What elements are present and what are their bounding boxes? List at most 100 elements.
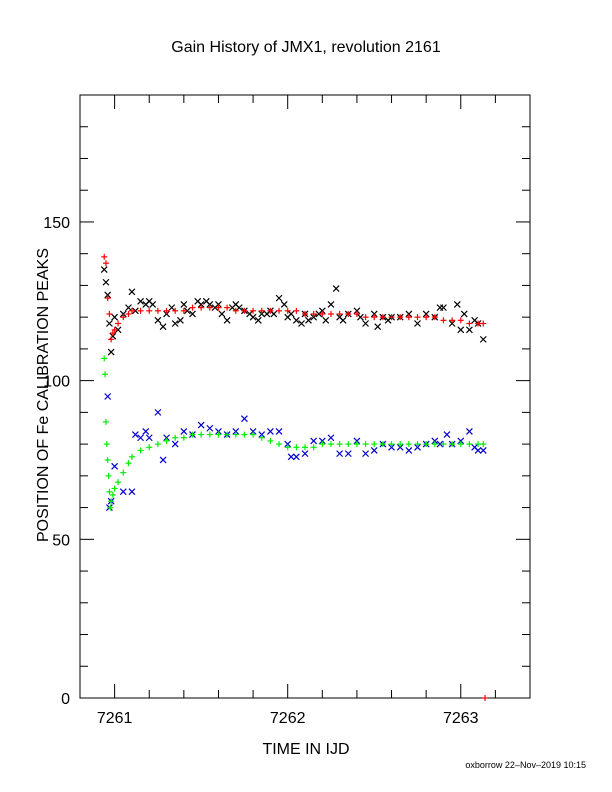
data-point (258, 307, 265, 314)
data-point (105, 472, 112, 479)
data-point (111, 485, 118, 492)
data-point (241, 431, 248, 438)
data-point (414, 320, 421, 327)
data-point (131, 307, 139, 315)
data-point (149, 301, 157, 308)
data-point (115, 479, 122, 486)
data-point (466, 320, 473, 327)
data-point (457, 326, 465, 334)
data-point (172, 307, 179, 314)
data-point (215, 427, 222, 435)
data-point (310, 437, 318, 445)
y-axis-label: POSITION OF Fe CALIBRATION PEAKS (35, 248, 52, 542)
data-point (258, 434, 265, 441)
data-point (176, 316, 184, 324)
data-point (284, 440, 292, 448)
data-point (163, 310, 170, 318)
data-point (301, 450, 309, 458)
data-point (284, 307, 291, 314)
data-point (104, 295, 111, 302)
data-point (102, 260, 109, 267)
data-point (405, 447, 413, 454)
data-point (267, 437, 274, 444)
data-point (215, 301, 222, 308)
data-point (388, 441, 395, 448)
data-point (276, 307, 283, 314)
data-point (318, 307, 326, 315)
data-point (453, 301, 461, 308)
y-tick-label: 0 (61, 691, 70, 708)
chart-title: Gain History of JMX1, revolution 2161 (171, 39, 441, 56)
data-point (206, 424, 214, 432)
data-point (414, 441, 421, 448)
data-point (108, 336, 115, 343)
data-point (250, 307, 257, 314)
data-point (232, 431, 239, 438)
data-point (479, 447, 487, 454)
data-point (180, 301, 188, 308)
data-point (258, 310, 266, 318)
data-point (154, 441, 161, 448)
data-point (171, 320, 179, 327)
data-point (292, 316, 300, 324)
data-point (119, 310, 127, 318)
data-point (206, 431, 213, 438)
data-point (362, 314, 369, 321)
series-3 (101, 355, 487, 511)
data-point (197, 421, 205, 429)
data-point (218, 310, 226, 318)
data-point (305, 316, 312, 324)
data-point (232, 307, 239, 314)
data-point (405, 314, 412, 321)
data-point (101, 253, 108, 260)
data-point (101, 355, 108, 362)
data-point (163, 437, 170, 444)
data-point (431, 441, 438, 448)
data-point (111, 313, 119, 321)
data-point (171, 440, 179, 448)
data-point (460, 310, 468, 318)
data-point (379, 314, 386, 321)
data-point (275, 294, 283, 302)
series-0 (100, 266, 487, 356)
data-point (111, 326, 118, 333)
data-point (146, 307, 153, 314)
data-point (327, 441, 334, 448)
tick-labels: 7261 7262 7263 0 50 100 150 (43, 215, 478, 727)
data-point (298, 320, 305, 327)
data-point (466, 441, 473, 448)
data-point (370, 310, 378, 318)
data-point (353, 437, 361, 445)
data-point (397, 441, 404, 448)
data-point (280, 301, 288, 308)
data-point (198, 304, 205, 311)
data-point (125, 304, 132, 312)
data-point (345, 310, 352, 317)
data-point (480, 441, 487, 448)
data-point (109, 491, 116, 498)
data-point (336, 450, 344, 458)
y-tick-label: 50 (52, 532, 70, 549)
data-point (131, 431, 139, 439)
data-point (240, 415, 248, 423)
data-point (163, 307, 170, 314)
data-point (137, 434, 145, 442)
data-point (104, 291, 112, 299)
data-point (353, 310, 360, 317)
data-point (145, 434, 153, 442)
data-point (206, 301, 214, 308)
data-point (319, 310, 326, 317)
data-point (332, 285, 340, 293)
data-point (100, 266, 108, 273)
data-point (107, 348, 115, 356)
data-point (292, 453, 300, 461)
data-point (344, 450, 352, 458)
data-point (405, 310, 413, 318)
x-tick-label: 7262 (270, 710, 306, 727)
data-point (339, 316, 347, 324)
data-point (310, 310, 317, 317)
data-point (336, 310, 343, 317)
footer-stamp: oxborrow 22–Nov–2019 10:15 (465, 760, 586, 770)
data-point (223, 316, 231, 324)
data-point (362, 450, 370, 458)
